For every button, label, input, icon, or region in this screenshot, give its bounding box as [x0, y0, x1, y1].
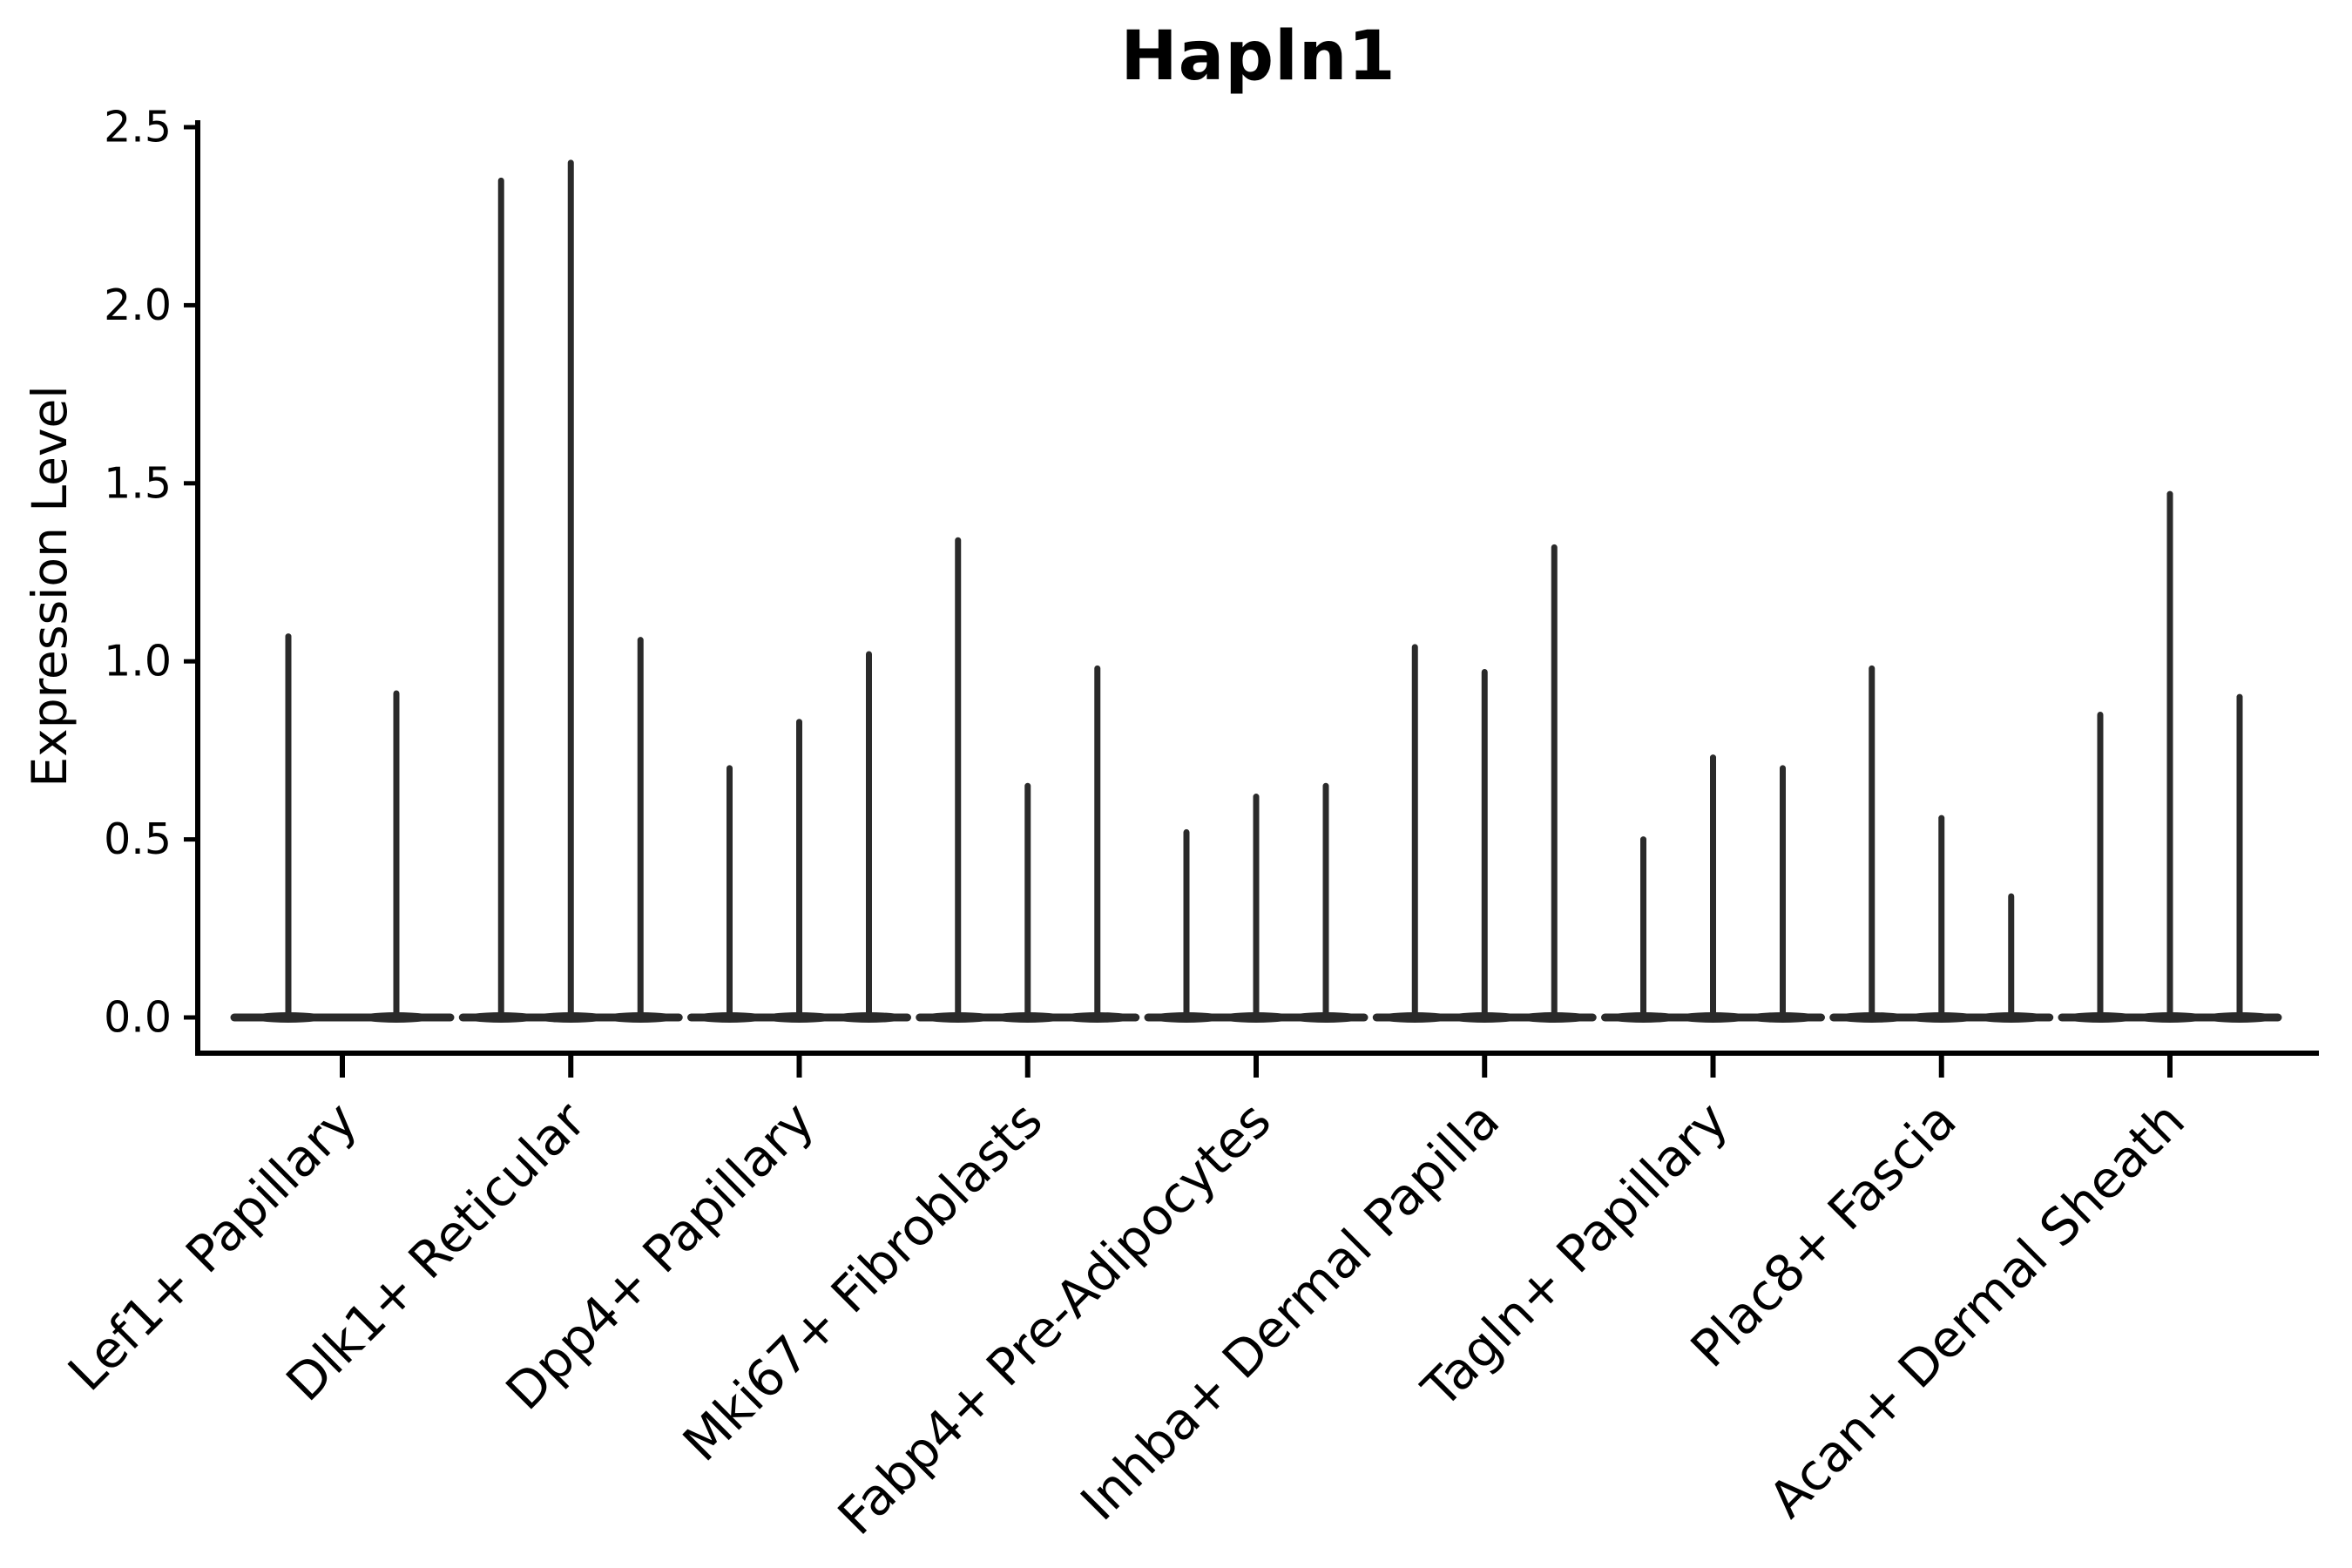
- y-tick-label: 2.0: [104, 280, 172, 330]
- x-tick-label: Acan+ Dermal Sheath: [1757, 1091, 2195, 1529]
- y-tick-label: 2.5: [104, 103, 172, 152]
- x-tick-label: Inhba+ Dermal Papilla: [1070, 1091, 1511, 1532]
- x-tick-label: Fabp4+ Pre-Adipocytes: [827, 1091, 1282, 1546]
- y-tick-label: 0.5: [104, 814, 172, 864]
- y-tick-label: 0.0: [104, 993, 172, 1043]
- y-tick-label: 1.0: [104, 637, 172, 686]
- plot-title: Hapln1: [1120, 17, 1396, 96]
- y-tick-label: 1.5: [104, 458, 172, 508]
